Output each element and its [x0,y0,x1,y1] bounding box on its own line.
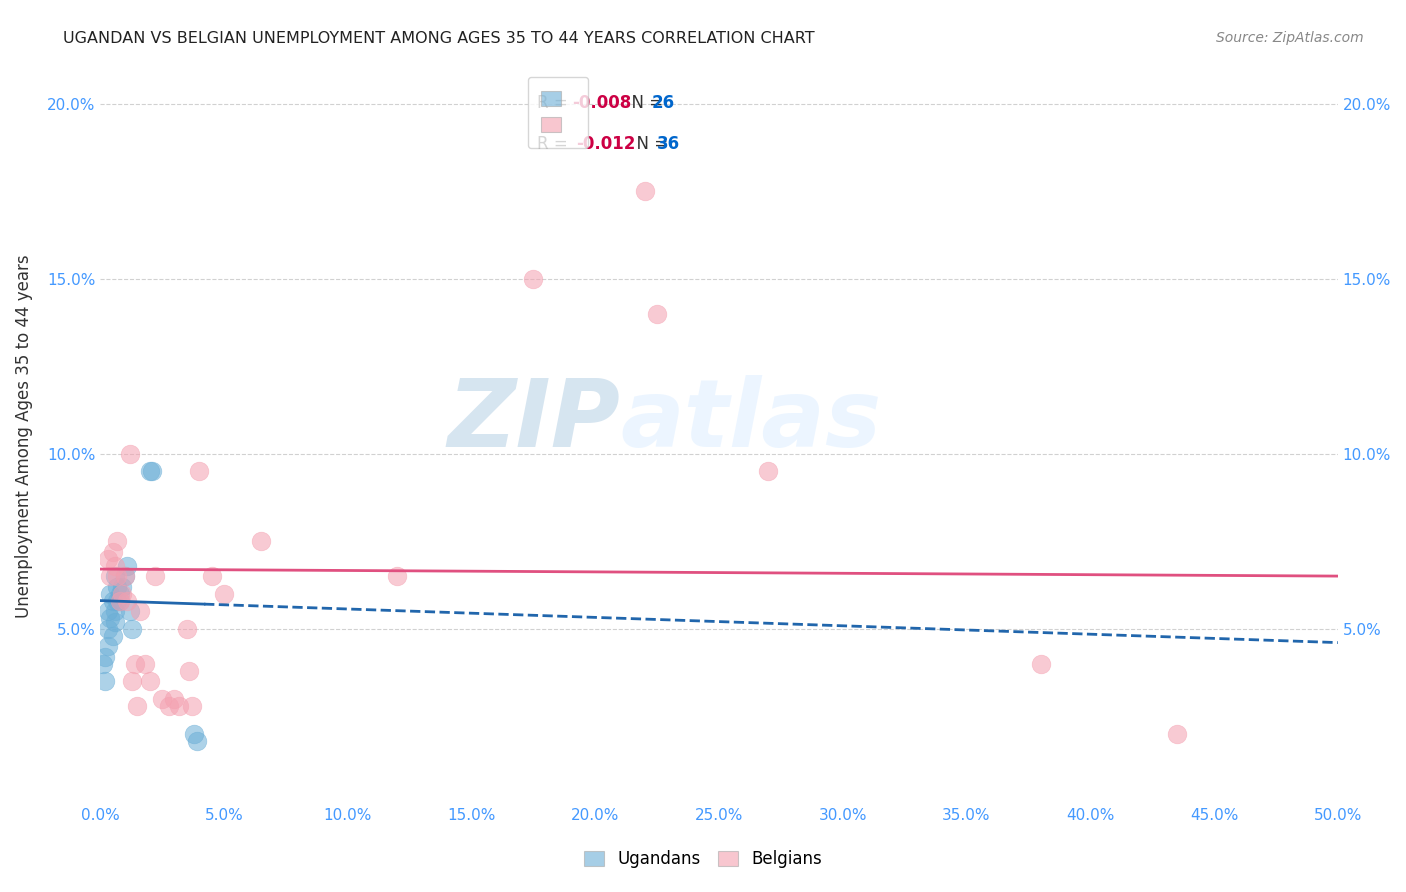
Point [94,674,117,689]
Point [758,464,780,478]
Point [108,593,131,607]
Point [127,698,149,713]
Point [645,307,668,321]
Point [104,604,127,618]
Point [121,674,143,689]
Point [169,698,191,713]
Point [118,604,141,618]
Point [101,593,124,607]
Point [96,604,118,618]
Y-axis label: Unemployment Among Ages 35 to 44 years: Unemployment Among Ages 35 to 44 years [15,254,32,618]
Point [107,593,129,607]
Point [114,569,136,583]
Point [91,657,114,671]
Point [107,580,129,594]
Point [250,534,273,549]
Text: -0.008: -0.008 [572,95,631,112]
Point [183,726,205,740]
Point [104,558,127,573]
Point [522,271,544,285]
Point [118,446,141,460]
Text: Source: ZipAtlas.com: Source: ZipAtlas.com [1216,31,1364,45]
Point [117,558,139,573]
Point [1029,657,1052,671]
Text: N =: N = [626,135,673,153]
Text: 36: 36 [657,135,681,153]
Text: 26: 26 [652,95,675,112]
Point [108,593,131,607]
Point [212,586,235,600]
Point [385,569,408,583]
Point [138,464,160,478]
Point [98,586,121,600]
Point [98,569,121,583]
Point [96,551,118,566]
Text: R =: R = [537,95,574,112]
Point [96,639,118,653]
Point [180,698,202,713]
Point [98,611,121,625]
Point [101,544,124,558]
Text: N =: N = [621,95,668,112]
Point [134,657,156,671]
Point [138,674,160,689]
Point [176,622,198,636]
Text: ZIP: ZIP [447,376,620,467]
Point [634,184,657,198]
Point [141,464,163,478]
Point [114,569,136,583]
Point [108,586,131,600]
Point [104,569,127,583]
Point [1166,726,1188,740]
Point [200,569,222,583]
Legend: , : , [529,77,588,148]
Point [179,664,201,678]
Point [94,649,117,664]
Point [159,698,181,713]
Point [121,622,143,636]
Legend: Ugandans, Belgians: Ugandans, Belgians [578,844,828,875]
Point [107,569,129,583]
Point [104,615,127,629]
Point [111,586,134,600]
Point [107,534,129,549]
Point [117,593,139,607]
Point [163,691,186,706]
Text: UGANDAN VS BELGIAN UNEMPLOYMENT AMONG AGES 35 TO 44 YEARS CORRELATION CHART: UGANDAN VS BELGIAN UNEMPLOYMENT AMONG AG… [63,31,815,46]
Point [128,604,150,618]
Point [124,657,146,671]
Point [111,580,134,594]
Text: R =: R = [537,135,578,153]
Point [188,464,211,478]
Text: -0.012: -0.012 [576,135,636,153]
Point [96,622,118,636]
Point [150,691,173,706]
Point [186,733,208,747]
Point [143,569,166,583]
Point [101,629,124,643]
Text: atlas: atlas [620,376,882,467]
